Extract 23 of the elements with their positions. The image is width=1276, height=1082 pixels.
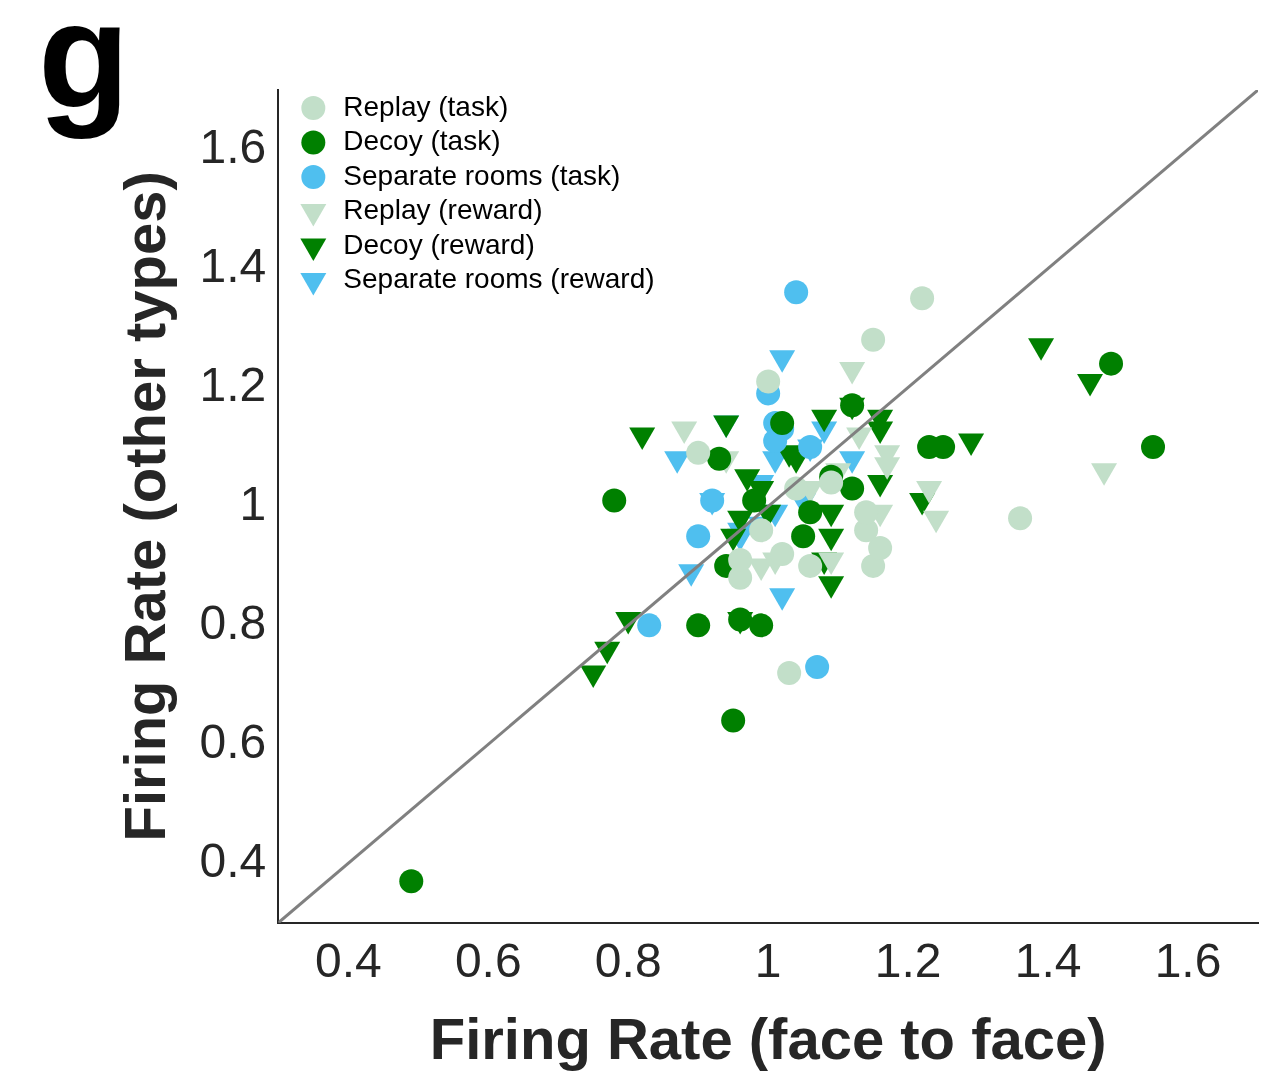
legend-label: Replay (task): [343, 90, 509, 122]
y-tick-label: 0.6: [199, 714, 267, 768]
legend-label: Separate rooms (task): [343, 159, 621, 191]
x-tick-label: 0.6: [454, 933, 522, 987]
y-tick-label: 0.4: [199, 833, 267, 887]
legend-label: Decoy (reward): [343, 228, 535, 260]
x-tick-label: 0.4: [314, 933, 382, 987]
y-tick-label: 1.4: [199, 238, 267, 292]
x-axis-title: Firing Rate (face to face): [429, 1006, 1107, 1072]
x-tick-label: 1.2: [874, 933, 942, 987]
legend-label: Decoy (task): [343, 125, 501, 157]
x-tick-label: 1.4: [1014, 933, 1082, 987]
y-axis-title: Firing Rate (other types): [111, 171, 177, 842]
y-tick-label: 1.2: [199, 357, 267, 411]
y-tick-label: 1.6: [199, 119, 267, 173]
x-tick-label: 1.6: [1154, 933, 1222, 987]
x-tick-label: 1: [754, 933, 782, 987]
legend-label: Separate rooms (reward): [343, 263, 655, 295]
chart-title: g: [38, 0, 130, 139]
x-tick-label: 0.8: [594, 933, 662, 987]
y-tick-label: 1: [239, 476, 267, 530]
legend-label: Replay (reward): [343, 194, 543, 226]
y-tick-label: 0.8: [199, 595, 267, 649]
